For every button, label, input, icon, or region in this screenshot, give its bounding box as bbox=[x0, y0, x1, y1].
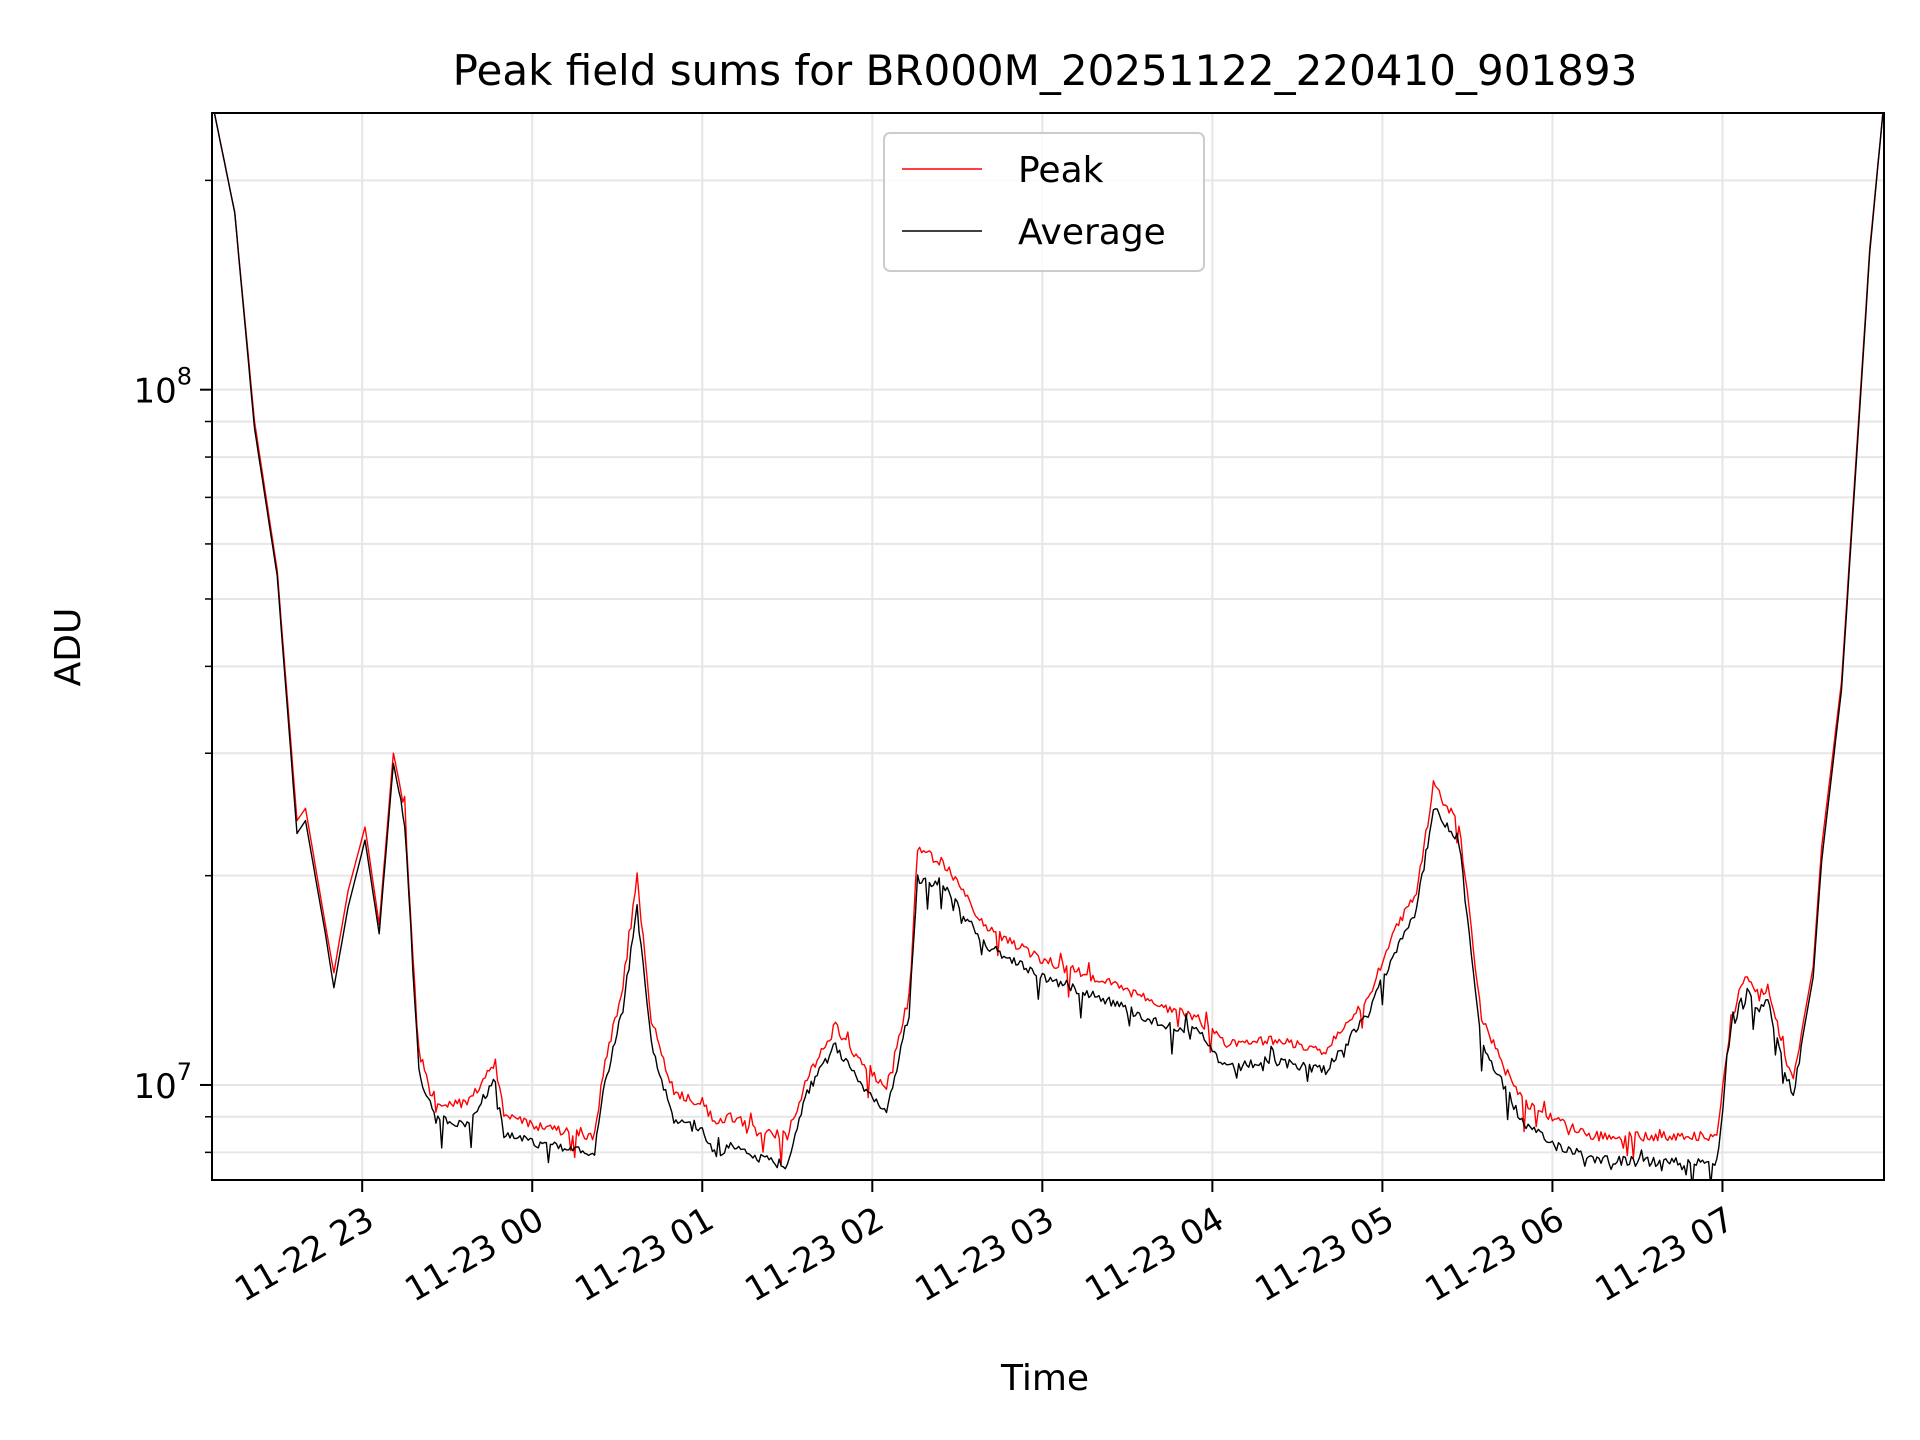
plot-frame bbox=[211, 112, 1885, 1181]
series-line-peak bbox=[213, 113, 1884, 1165]
series-line-average bbox=[213, 113, 1884, 1180]
plot-area bbox=[213, 113, 1884, 1180]
legend-box bbox=[883, 132, 1205, 272]
legend-peak-label: Peak bbox=[1018, 150, 1104, 191]
grid bbox=[212, 113, 1884, 1180]
x-axis-label: Time bbox=[1000, 1358, 1089, 1399]
chart-title: Peak field sums for BR000M_20251122_2204… bbox=[453, 46, 1638, 95]
legend: Peak Average bbox=[883, 132, 1205, 272]
y-axis-label: ADU bbox=[48, 608, 89, 687]
legend-average-label: Average bbox=[1018, 212, 1166, 253]
